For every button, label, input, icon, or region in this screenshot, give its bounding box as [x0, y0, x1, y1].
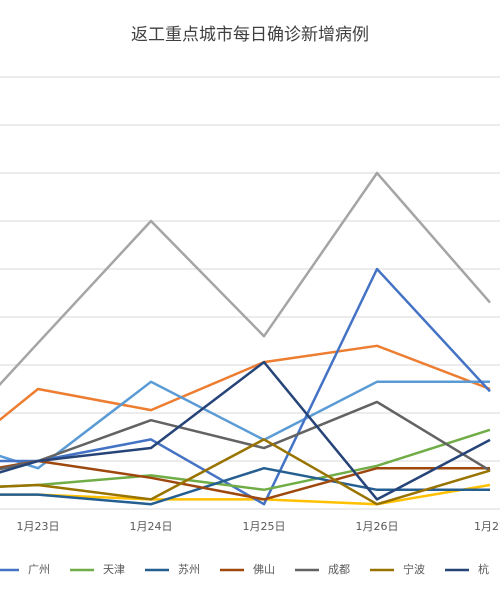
legend-label: 苏州	[178, 563, 200, 576]
x-tick-label: 1月23日	[17, 520, 60, 533]
chart-title: 返工重点城市每日确诊新增病例	[131, 25, 369, 45]
series-line	[0, 267, 491, 506]
x-tick-label: 1月25日	[243, 520, 286, 533]
series-line	[0, 360, 491, 501]
legend-label: 佛山	[253, 563, 275, 576]
x-tick-label: 1月27	[474, 520, 500, 533]
legend-label: 广州	[28, 563, 50, 576]
x-tick-label: 1月26日	[356, 520, 399, 533]
legend-label: 天津	[103, 563, 125, 576]
legend-label: 宁波	[403, 562, 425, 576]
series-line	[0, 438, 491, 506]
series-line	[0, 428, 491, 492]
legend-label: 杭	[478, 562, 489, 576]
series-line	[0, 171, 491, 387]
x-tick-label: 1月24日	[130, 520, 173, 533]
series-line	[0, 400, 491, 472]
series-line	[0, 344, 491, 422]
legend-label: 成都	[328, 563, 350, 576]
